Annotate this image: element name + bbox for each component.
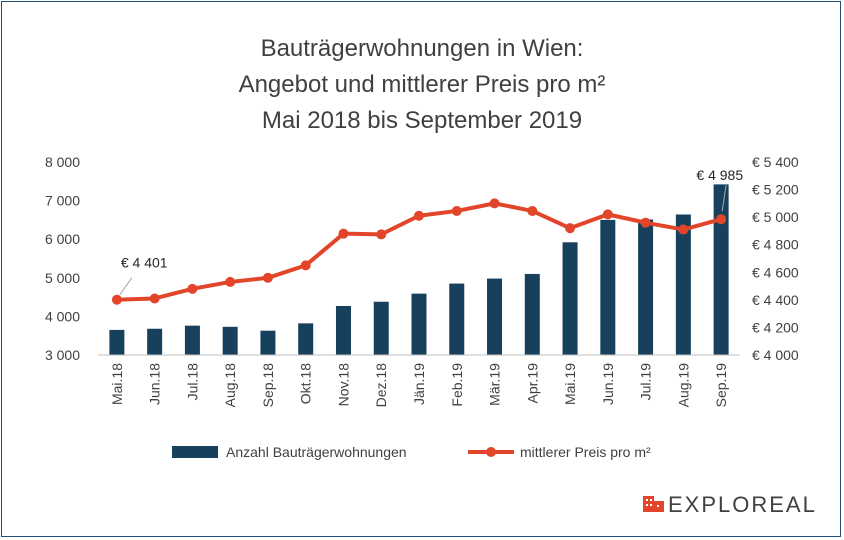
price-point — [527, 205, 538, 216]
price-point — [678, 224, 689, 235]
logo-window — [646, 499, 648, 501]
x-tick-label: Jän.19 — [411, 363, 427, 405]
bar — [524, 273, 540, 355]
bar — [109, 329, 125, 355]
chart-title-line-1: Bauträgerwohnungen in Wien: — [261, 35, 584, 62]
price-point — [489, 198, 500, 209]
y-right-tick-label: € 5 000 — [752, 209, 799, 225]
y-right-tick-label: € 4 800 — [752, 237, 799, 253]
bar — [147, 328, 163, 355]
logo-window — [657, 505, 659, 507]
x-tick-label: Nov.18 — [335, 363, 351, 407]
x-tick-label: Okt.18 — [298, 363, 314, 404]
x-tick-label: Feb.19 — [449, 363, 465, 407]
price-point — [300, 260, 311, 271]
x-tick-label: Jun.19 — [600, 363, 616, 405]
legend-label-bars: Anzahl Bauträgerwohnungen — [226, 444, 407, 460]
bar — [562, 242, 578, 355]
legend-swatch-marker — [486, 447, 496, 457]
x-tick-label: Mai.18 — [109, 363, 125, 405]
price-point — [640, 217, 651, 228]
logo-window — [650, 499, 652, 501]
price-point — [451, 205, 462, 216]
legend-label-line: mittlerer Preis pro m² — [520, 444, 651, 460]
bar — [675, 214, 691, 355]
price-point — [338, 228, 349, 239]
bar — [638, 219, 654, 355]
bar — [373, 301, 389, 355]
price-point — [565, 223, 576, 234]
x-tick-label: Sep.18 — [260, 363, 276, 408]
annotation-leader — [721, 184, 727, 212]
x-tick-label: Mai.19 — [562, 363, 578, 405]
legend-swatch-bars — [172, 446, 218, 458]
price-point — [225, 276, 236, 287]
annotation-label: € 4 401 — [121, 255, 168, 271]
bar — [222, 326, 238, 355]
bar — [713, 184, 729, 355]
price-point — [602, 209, 613, 220]
y-right-tick-label: € 4 200 — [752, 319, 799, 335]
price-point — [149, 293, 160, 304]
price-point — [716, 214, 727, 225]
bar — [487, 278, 503, 355]
x-tick-label: Sep.19 — [713, 363, 729, 408]
price-point — [414, 210, 424, 221]
x-tick-label: Apr.19 — [524, 363, 540, 404]
price-point — [262, 272, 273, 283]
annotation-leader — [119, 277, 133, 296]
bar — [260, 330, 276, 355]
logo-building-icon — [643, 496, 654, 512]
y-right-tick-label: € 5 200 — [752, 182, 799, 198]
x-tick-label: Jul.18 — [184, 363, 200, 401]
x-tick-label: Jul.19 — [638, 363, 654, 401]
y-left-tick-label: 7 000 — [45, 193, 80, 209]
annotation-label: € 4 985 — [696, 167, 743, 183]
y-left-tick-label: 4 000 — [45, 308, 80, 324]
y-right-tick-label: € 4 600 — [752, 264, 799, 280]
chart-title-line-2: Angebot und mittlerer Preis pro m² — [239, 71, 606, 98]
bar — [298, 323, 314, 355]
y-right-tick-label: € 4 000 — [752, 347, 799, 363]
x-tick-label: Dez.18 — [373, 363, 389, 408]
price-point — [376, 229, 387, 240]
bar — [335, 305, 351, 355]
price-point — [187, 283, 198, 294]
bar — [449, 283, 465, 355]
logo-window — [646, 504, 648, 506]
x-tick-label: Jun.18 — [147, 363, 163, 405]
y-left-tick-label: 5 000 — [45, 270, 80, 286]
x-tick-label: Mär.19 — [487, 363, 503, 406]
x-tick-label: Aug.19 — [675, 363, 691, 408]
logo-text: EXPLOREAL — [668, 492, 817, 517]
y-left-tick-label: 6 000 — [45, 231, 80, 247]
bar — [184, 325, 200, 355]
y-left-tick-label: 3 000 — [45, 347, 80, 363]
bar — [600, 219, 616, 355]
bar — [411, 293, 427, 355]
price-point — [111, 294, 122, 305]
y-right-tick-label: € 4 400 — [752, 292, 799, 308]
y-left-tick-label: 8 000 — [45, 154, 80, 170]
logo-window — [650, 504, 652, 506]
x-tick-label: Aug.18 — [222, 363, 238, 408]
chart-title-line-3: Mai 2018 bis September 2019 — [262, 107, 582, 134]
y-right-tick-label: € 5 400 — [752, 154, 799, 170]
